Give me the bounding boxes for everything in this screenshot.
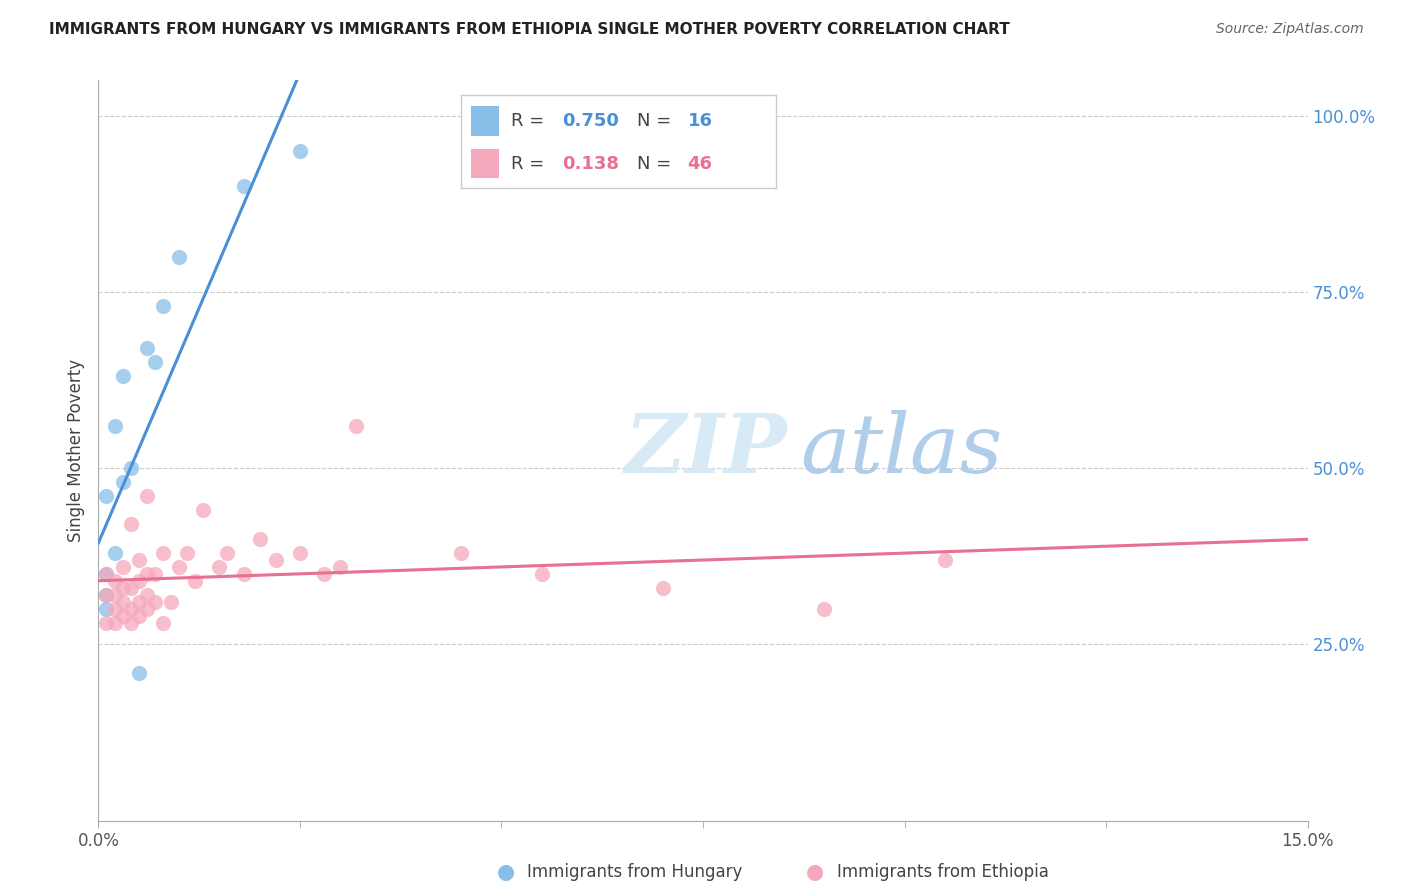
Point — [184, 574, 207, 588]
Point — [152, 546, 174, 560]
Point — [143, 595, 166, 609]
Point — [103, 546, 125, 560]
Point — [167, 250, 190, 264]
Text: Immigrants from Ethiopia: Immigrants from Ethiopia — [837, 863, 1049, 881]
Point — [344, 418, 367, 433]
Point — [135, 602, 157, 616]
Point — [143, 566, 166, 581]
Point — [96, 602, 118, 616]
Point — [813, 602, 835, 616]
Point — [96, 489, 118, 503]
Point — [120, 616, 142, 631]
Point — [217, 546, 239, 560]
Point — [111, 559, 134, 574]
Point — [152, 299, 174, 313]
Point — [128, 665, 150, 680]
Point — [96, 616, 118, 631]
Point — [176, 546, 198, 560]
Point — [208, 559, 231, 574]
Point — [193, 503, 215, 517]
Point — [264, 553, 287, 567]
Text: ●: ● — [498, 863, 515, 882]
Point — [103, 574, 125, 588]
Point — [288, 144, 311, 158]
Point — [111, 609, 134, 624]
Text: IMMIGRANTS FROM HUNGARY VS IMMIGRANTS FROM ETHIOPIA SINGLE MOTHER POVERTY CORREL: IMMIGRANTS FROM HUNGARY VS IMMIGRANTS FR… — [49, 22, 1010, 37]
Point — [128, 553, 150, 567]
Point — [651, 581, 673, 595]
Point — [232, 179, 254, 194]
Point — [96, 566, 118, 581]
Text: ●: ● — [807, 863, 824, 882]
Point — [450, 546, 472, 560]
Point — [160, 595, 183, 609]
Point — [103, 588, 125, 602]
Point — [111, 369, 134, 384]
Point — [96, 588, 118, 602]
Point — [135, 341, 157, 355]
Point — [111, 475, 134, 490]
Point — [96, 566, 118, 581]
Point — [120, 581, 142, 595]
Point — [96, 588, 118, 602]
Point — [152, 616, 174, 631]
Point — [135, 588, 157, 602]
Text: ZIP: ZIP — [626, 410, 787, 491]
Point — [232, 566, 254, 581]
Point — [111, 581, 134, 595]
Text: Source: ZipAtlas.com: Source: ZipAtlas.com — [1216, 22, 1364, 37]
Text: atlas: atlas — [800, 410, 1002, 491]
Y-axis label: Single Mother Poverty: Single Mother Poverty — [66, 359, 84, 542]
Point — [120, 517, 142, 532]
Point — [128, 574, 150, 588]
Point — [120, 602, 142, 616]
Text: Immigrants from Hungary: Immigrants from Hungary — [527, 863, 742, 881]
Point — [934, 553, 956, 567]
Point — [103, 602, 125, 616]
Point — [530, 566, 553, 581]
Point — [329, 559, 352, 574]
Point — [167, 559, 190, 574]
Point — [103, 418, 125, 433]
Point — [111, 595, 134, 609]
Point — [128, 595, 150, 609]
Point — [143, 355, 166, 369]
Point — [103, 616, 125, 631]
Point — [128, 609, 150, 624]
Point — [135, 566, 157, 581]
Point — [314, 566, 336, 581]
Point — [135, 489, 157, 503]
Point — [288, 546, 311, 560]
Point — [120, 461, 142, 475]
Point — [249, 532, 271, 546]
